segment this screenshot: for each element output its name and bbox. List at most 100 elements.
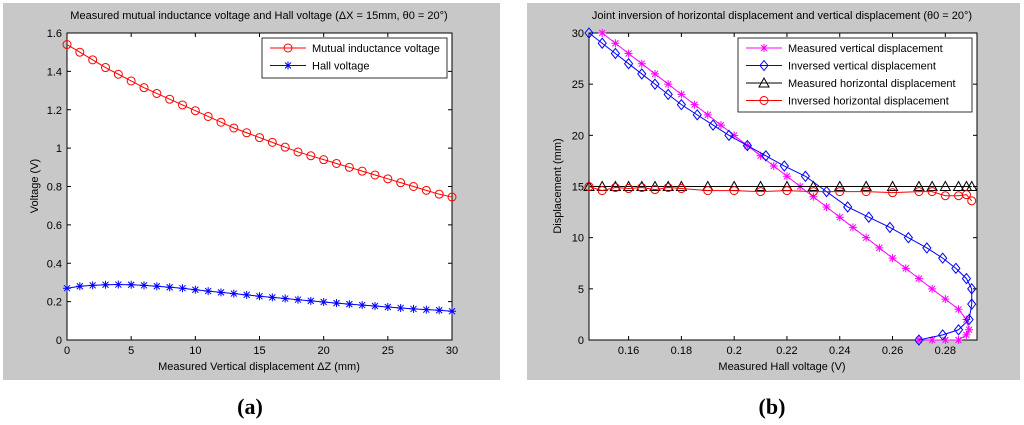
panel-b-title: Joint inversion of horizontal displaceme… — [592, 10, 972, 22]
data-point — [967, 283, 977, 295]
data-point — [637, 183, 647, 193]
data-point — [101, 280, 110, 289]
data-point — [332, 158, 341, 168]
data-point — [584, 182, 594, 191]
data-point — [835, 187, 845, 197]
series-line — [588, 186, 973, 202]
legend-label: Inversed vertical displacement — [788, 61, 936, 73]
data-point — [675, 180, 688, 191]
legend-marker — [759, 96, 769, 105]
y-tick-label: 20 — [572, 130, 584, 142]
x-tick-label: 30 — [446, 345, 458, 357]
x-tick-label: 0.26 — [882, 345, 903, 357]
data-point — [178, 100, 187, 110]
data-point — [927, 187, 937, 197]
data-point — [242, 128, 252, 138]
data-point — [255, 292, 264, 301]
y-tick-label: 0.2 — [47, 297, 62, 309]
data-point — [191, 285, 200, 294]
data-point — [800, 170, 811, 183]
y-tick-label: 5 — [578, 284, 584, 296]
data-point — [967, 196, 977, 206]
data-point — [383, 302, 392, 311]
data-point — [808, 187, 818, 197]
y-tick-label: 1.6 — [47, 28, 62, 40]
data-point — [953, 323, 964, 336]
data-point — [101, 63, 110, 73]
panel-a-ticks: 0 5 10 15 20 25 30 0 0.2 0.4 0.6 0.8 1 1.2 1.4 1.6 — [47, 28, 458, 357]
panel-a-legend: Mutual inductance voltage Hall voltage — [261, 37, 448, 79]
y-tick-label: 15 — [572, 182, 584, 194]
data-point — [435, 306, 444, 315]
chart-panel-a: Measured mutual inductance voltage and H… — [3, 3, 500, 380]
data-point — [703, 186, 713, 196]
panel-b-xlabel: Measured Hall voltage (V) — [718, 361, 845, 373]
y-tick-label: 0.6 — [47, 220, 62, 232]
data-point — [371, 302, 379, 311]
panel-a-label: (a) — [237, 394, 263, 419]
data-point — [964, 313, 974, 326]
data-point — [938, 329, 948, 341]
series-measured-horizontal-displacement — [583, 180, 978, 191]
y-tick-label: 1 — [56, 143, 62, 155]
data-point — [888, 254, 897, 263]
panel-b-ticks: 0.16 0.18 0.2 0.22 0.24 0.26 0.28 0 5 10 15 20 25 30 — [572, 28, 977, 357]
data-point — [901, 264, 910, 273]
y-tick-label: 0 — [578, 335, 584, 347]
legend-label: Hall voltage — [312, 61, 369, 73]
data-point — [716, 121, 725, 130]
y-tick-label: 0.4 — [47, 258, 62, 270]
x-tick-label: 10 — [189, 345, 201, 357]
data-point — [422, 305, 431, 314]
series-mutual-inductance-voltage — [62, 40, 457, 202]
y-tick-label: 0 — [56, 335, 62, 347]
data-point — [922, 242, 932, 254]
data-point — [624, 184, 634, 194]
x-tick-label: 20 — [318, 345, 330, 357]
legend-marker — [759, 59, 769, 72]
data-point — [861, 187, 871, 197]
x-tick-label: 0.24 — [829, 345, 850, 357]
data-point — [255, 133, 264, 143]
data-point — [926, 180, 938, 191]
data-point — [954, 305, 963, 314]
data-point — [843, 201, 853, 213]
data-point — [952, 180, 965, 191]
panel-b-series — [583, 27, 978, 346]
x-tick-label: 15 — [253, 345, 265, 357]
data-point — [663, 183, 673, 193]
data-point — [126, 76, 136, 86]
y-tick-label: 30 — [572, 28, 584, 40]
data-point — [598, 29, 607, 37]
data-point — [332, 299, 341, 308]
panel-a-series — [62, 40, 457, 316]
data-point — [885, 221, 895, 234]
x-tick-label: 0.28 — [935, 345, 956, 357]
data-point — [650, 78, 660, 90]
series-hall-voltage — [63, 280, 456, 316]
data-point — [965, 325, 974, 334]
data-point — [864, 211, 874, 224]
data-point — [677, 90, 686, 99]
data-point — [914, 334, 924, 346]
data-point — [178, 284, 187, 293]
data-point — [962, 315, 971, 324]
data-point — [886, 180, 899, 191]
data-point — [962, 330, 971, 339]
data-point — [664, 80, 673, 89]
data-point — [358, 301, 367, 310]
data-point — [165, 283, 174, 292]
data-point — [396, 303, 405, 312]
panel-a-xlabel: Measured Vertical displacement ΔZ (mm) — [158, 361, 360, 373]
data-point — [319, 155, 329, 165]
data-point — [860, 180, 872, 191]
data-point — [965, 180, 978, 191]
legend-label: Mutual inductance voltage — [312, 43, 440, 55]
data-point — [938, 252, 948, 264]
data-point — [708, 119, 718, 131]
data-point — [624, 49, 633, 58]
data-point — [756, 151, 765, 160]
data-point — [281, 294, 290, 303]
data-point — [623, 57, 634, 70]
data-point — [914, 274, 923, 283]
